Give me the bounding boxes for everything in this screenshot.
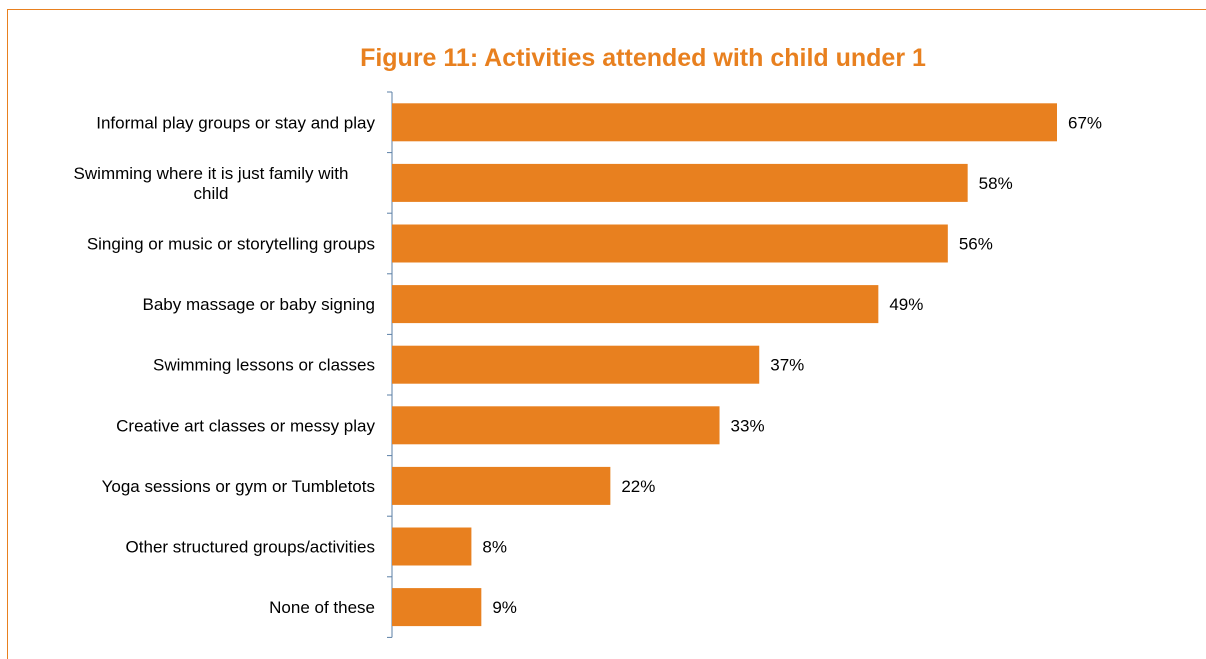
labels-layer: 67% Informal play groups or stay and play…: [74, 113, 1102, 617]
data-label: 67%: [1068, 113, 1102, 132]
category-label: None of these: [269, 598, 375, 617]
data-label: 58%: [979, 174, 1013, 193]
bar: [392, 103, 1057, 142]
category-label: Baby massage or baby signing: [143, 295, 375, 314]
bar: [392, 224, 948, 263]
category-label: Yoga sessions or gym or Tumbletots: [102, 477, 375, 496]
bar: [392, 285, 879, 324]
bar: [392, 406, 720, 445]
category-label: Other structured groups/activities: [126, 538, 375, 557]
bar: [392, 588, 482, 627]
category-label-line: Swimming where it is just family with: [74, 164, 349, 183]
chart-frame: [7, 9, 1206, 659]
axis-layer: [387, 91, 393, 638]
bar: [392, 345, 760, 384]
category-label: Swimming where it is just family with chi…: [74, 164, 349, 203]
bar: [392, 163, 968, 202]
category-label-line: child: [194, 184, 229, 203]
category-label: Creative art classes or messy play: [116, 416, 375, 435]
chart-title: Figure 11: Activities attended with chil…: [360, 44, 926, 72]
data-label: 37%: [770, 356, 804, 375]
data-label: 22%: [621, 477, 655, 496]
data-label: 9%: [492, 598, 517, 617]
data-label: 56%: [959, 235, 993, 254]
bar: [392, 527, 472, 566]
bar: [392, 466, 611, 505]
category-label: Informal play groups or stay and play: [96, 113, 375, 132]
category-label: Singing or music or storytelling groups: [87, 235, 375, 254]
data-label: 49%: [889, 295, 923, 314]
data-label: 33%: [731, 416, 765, 435]
category-label: Swimming lessons or classes: [153, 356, 375, 375]
bars-layer: [392, 103, 1057, 627]
data-label: 8%: [482, 538, 507, 557]
